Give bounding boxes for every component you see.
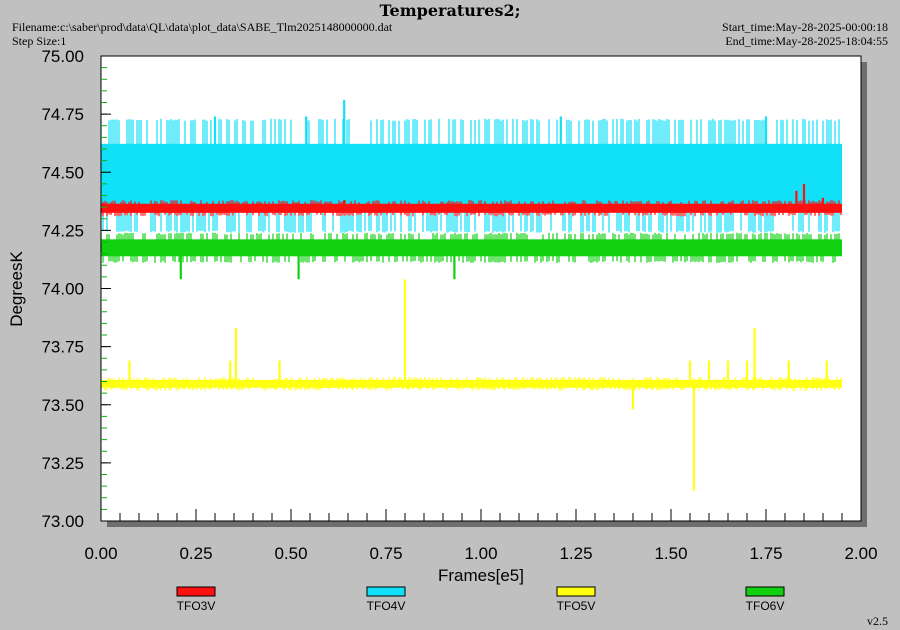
filename-label: Filename:c:\saber\prod\data\QL\data\plot… — [12, 20, 393, 34]
series-layer — [100, 100, 842, 491]
plot-area — [100, 55, 862, 522]
legend-label-tfo3v: TFO3V — [177, 599, 216, 613]
y-tick-label: 74.75 — [41, 105, 84, 124]
step-size-label: Step Size:1 — [12, 34, 67, 48]
x-tick-label: 0.50 — [274, 544, 307, 563]
x-tick-label: 1.50 — [654, 544, 687, 563]
x-tick-label: 0.75 — [369, 544, 402, 563]
y-tick-label: 73.75 — [41, 338, 84, 357]
y-tick-label: 73.25 — [41, 454, 84, 473]
x-tick-label: 1.25 — [559, 544, 592, 563]
chart-title: Temperatures2; — [379, 1, 521, 20]
legend: TFO3V TFO4V TFO5V TFO6V — [176, 586, 785, 613]
x-tick-label: 1.75 — [749, 544, 782, 563]
axes-layer: 75.00 74.75 74.50 74.25 74.00 73.75 73.50 73.25… — [41, 47, 877, 563]
end-time-label: End_time:May-28-2025-18:04:55 — [725, 34, 888, 48]
x-tick-label: 0.00 — [84, 544, 117, 563]
legend-swatch-tfo4v — [366, 586, 406, 597]
version-label: v2.5 — [867, 614, 888, 628]
legend-swatch-tfo6v — [745, 586, 785, 597]
legend-swatch-tfo5v — [556, 586, 596, 597]
x-tick-label: 0.25 — [179, 544, 212, 563]
series-tfo6v — [100, 232, 842, 280]
series-tfo5v — [100, 279, 842, 491]
y-tick-label: 74.00 — [41, 280, 84, 299]
x-tick-label: 2.00 — [844, 544, 877, 563]
x-tick-label: 1.00 — [464, 544, 497, 563]
legend-label-tfo5v: TFO5V — [557, 599, 596, 613]
legend-label-tfo6v: TFO6V — [746, 599, 785, 613]
y-tick-label: 74.50 — [41, 163, 84, 182]
y-tick-label: 75.00 — [41, 47, 84, 66]
legend-label-tfo4v: TFO4V — [367, 599, 406, 613]
legend-swatch-tfo3v — [176, 586, 216, 597]
start-time-label: Start_time:May-28-2025-00:00:18 — [722, 20, 888, 34]
y-tick-label: 73.00 — [41, 512, 84, 531]
x-axis-label: Frames[e5] — [438, 566, 524, 585]
y-tick-label: 74.25 — [41, 221, 84, 240]
y-axis-label: DegreesK — [7, 251, 26, 327]
y-tick-label: 73.50 — [41, 396, 84, 415]
